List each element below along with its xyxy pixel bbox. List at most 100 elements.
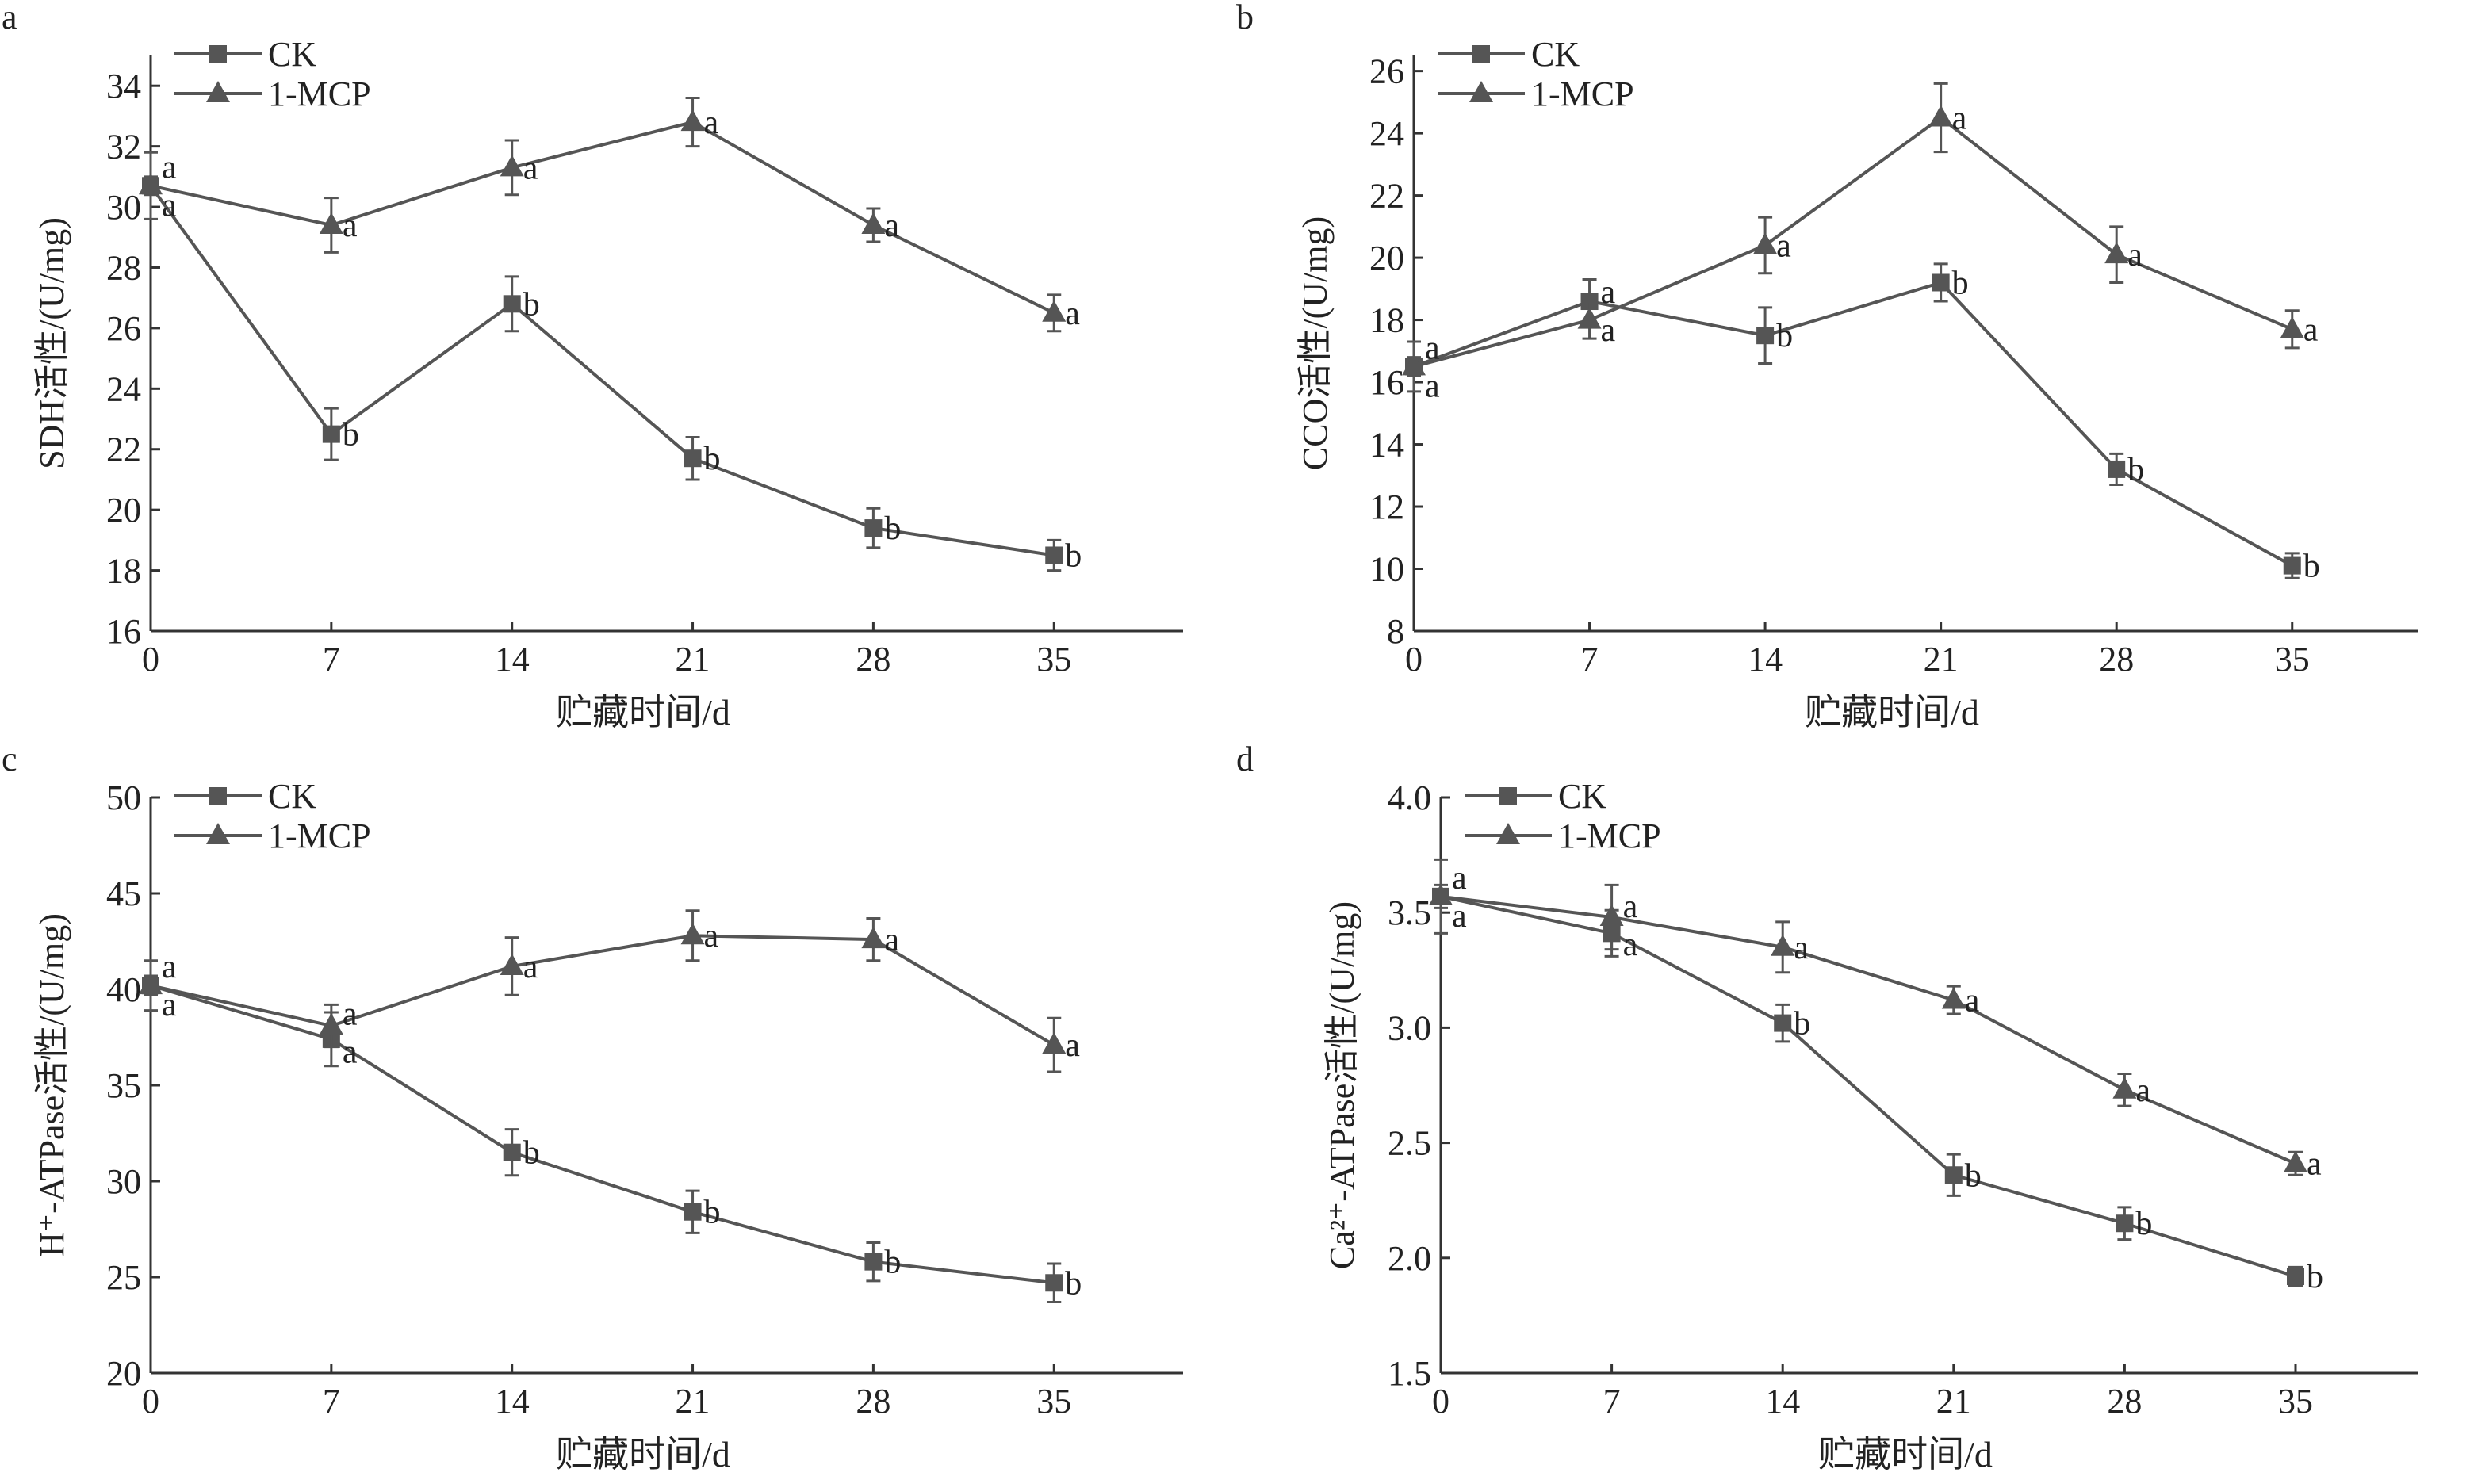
panel-c: c 20 25 30 35 40 45 50 0 7 14 21 28 35 贮藏时间/d H⁺-ATPase… (0, 742, 1235, 1484)
y-tick-label: 20 (106, 491, 141, 530)
significance-letter: a (2127, 237, 2143, 273)
significance-letter: a (1952, 100, 1967, 136)
significance-letter: a (1065, 296, 1080, 332)
significance-letter: a (1425, 330, 1440, 366)
y-tick-label: 24 (1369, 114, 1404, 153)
y-tick-label: 35 (106, 1066, 141, 1105)
data-point (1599, 905, 1624, 927)
data-point (503, 295, 521, 313)
y-tick-label: 14 (1369, 426, 1404, 465)
y-tick-label: 24 (106, 369, 141, 408)
y-axis-label: SDH活性/(U/mg) (33, 217, 71, 469)
significance-letter: a (523, 949, 538, 985)
data-point (861, 927, 886, 949)
y-tick-label: 50 (106, 778, 141, 817)
data-point (684, 1203, 702, 1221)
y-tick-label: 2.0 (1388, 1239, 1431, 1278)
data-point (2287, 1268, 2304, 1286)
series-line (1440, 894, 2296, 1278)
significance-letter: a (1425, 368, 1440, 404)
significance-letter: a (2307, 1146, 2322, 1183)
panel-label: d (1236, 742, 1254, 778)
x-tick-label: 35 (1036, 1382, 1071, 1421)
significance-letter: a (1794, 930, 1809, 966)
x-tick-label: 14 (495, 640, 530, 679)
y-tick-label: 28 (106, 248, 141, 287)
legend-triangle-icon (206, 823, 230, 844)
significance-letter: a (884, 922, 899, 958)
legend-triangle-icon (206, 81, 230, 102)
data-point (319, 212, 343, 234)
y-tick-label: 16 (106, 612, 141, 651)
data-point (680, 923, 705, 945)
y-tick-label: 40 (106, 970, 141, 1009)
y-tick-label: 22 (106, 430, 141, 469)
series-line (150, 934, 1055, 1046)
data-point (503, 1143, 521, 1161)
data-point (1944, 1166, 1963, 1184)
panel-label: b (1236, 0, 1254, 36)
y-axis-label: H⁺-ATPase活性/(U/mg) (33, 913, 71, 1257)
data-point (1771, 934, 1795, 956)
significance-letter: b (2303, 549, 2320, 585)
data-point (2112, 1077, 2137, 1099)
significance-letter: a (704, 105, 719, 141)
y-tick-label: 3.0 (1388, 1008, 1431, 1047)
significance-letter: a (343, 1034, 358, 1070)
significance-letter: b (704, 441, 721, 477)
y-tick-label: 20 (1369, 239, 1404, 277)
y-tick-label: 25 (106, 1258, 141, 1297)
x-tick-label: 14 (495, 1382, 530, 1421)
x-tick-label: 28 (2107, 1382, 2142, 1421)
series-line (1413, 115, 2293, 369)
x-axis-label: 贮藏时间/d (556, 692, 730, 732)
data-point (1928, 105, 1953, 127)
data-point (2284, 1150, 2307, 1172)
data-point (500, 953, 524, 975)
x-tick-label: 14 (1748, 640, 1783, 679)
significance-letter: a (162, 187, 177, 224)
data-point (864, 519, 883, 537)
legend-triangle-icon (1496, 823, 1520, 844)
x-tick-label: 7 (1581, 640, 1599, 679)
x-tick-label: 35 (2275, 640, 2310, 679)
data-point (1577, 307, 1602, 329)
data-point (139, 173, 163, 195)
data-point (1045, 1274, 1063, 1292)
significance-letter: a (1965, 983, 1980, 1019)
legend-label: CK (1558, 777, 1606, 816)
x-tick-label: 21 (1936, 1382, 1971, 1421)
x-tick-label: 28 (2099, 640, 2134, 679)
data-point (680, 109, 705, 132)
legend-label: CK (268, 35, 316, 74)
y-tick-label: 3.5 (1388, 893, 1431, 932)
significance-letter: a (884, 208, 899, 244)
legend-label: CK (268, 777, 316, 816)
significance-letter: a (2135, 1073, 2150, 1109)
significance-letter: a (162, 949, 177, 985)
significance-letter: a (704, 918, 719, 954)
y-axis-label: Ca²⁺-ATPase活性/(U/mg) (1323, 901, 1361, 1269)
x-tick-label: 0 (142, 640, 159, 679)
y-tick-label: 26 (106, 309, 141, 348)
y-tick-label: 2.5 (1388, 1124, 1431, 1163)
legend-square-icon (209, 787, 227, 805)
x-tick-label: 0 (1432, 1382, 1449, 1421)
y-axis-label: CCO活性/(U/mg) (1296, 216, 1335, 470)
legend-square-icon (1499, 787, 1517, 805)
y-tick-label: 20 (106, 1354, 141, 1393)
data-point (1774, 1014, 1792, 1032)
x-tick-label: 14 (1765, 1382, 1800, 1421)
significance-letter: a (1601, 312, 1616, 349)
data-point (139, 973, 163, 995)
y-tick-label: 18 (106, 552, 141, 591)
significance-letter: b (2307, 1259, 2323, 1295)
significance-letter: a (1623, 889, 1638, 925)
series-line (149, 185, 1055, 557)
x-tick-label: 21 (676, 640, 710, 679)
